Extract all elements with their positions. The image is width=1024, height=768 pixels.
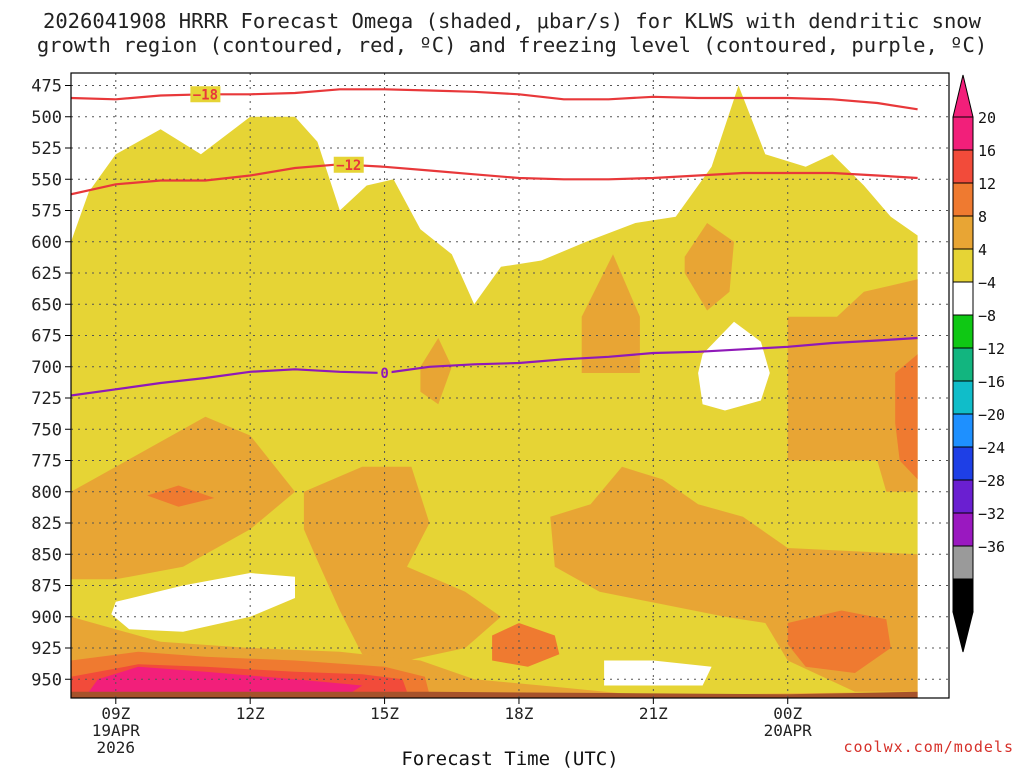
x-tick-label-12: 12Z [236,704,265,723]
isotherm-minus-12-label-bg [333,156,364,173]
y-tick-label-925: 925 [31,639,62,659]
omega-band-gt20-bottom [88,666,363,695]
chart-title-line-1: 2026041908 HRRR Forecast Omega (shaded, … [43,9,981,33]
colorbar-swatch-6 [952,314,974,349]
isotherm-minus-12-label: −12 [336,158,361,174]
colorbar-swatch-7 [952,347,974,382]
colorbar-label-1: 16 [978,142,996,160]
chart-title-line-2: growth region (contoured, red, ºC) and f… [36,33,988,57]
colorbar-swatch-11 [952,479,974,514]
colorbar-label-2: 12 [978,175,996,193]
colorbar-bottom-arrow [952,611,974,653]
ground-strip [71,691,918,698]
colorbar-swatch-0 [952,116,974,151]
site-credit: coolwx.com/models [843,738,1014,756]
y-tick-label-475: 475 [31,77,62,97]
plot-frame [70,72,950,699]
y-tick-label-500: 500 [31,108,62,128]
clear-region-low-left [111,573,295,632]
omega-band-8-12-high-center [581,254,640,373]
colorbar-swatch-3 [952,215,974,250]
colorbar-label-3: 8 [978,208,987,226]
y-tick-label-725: 725 [31,389,62,409]
y-tick-label-850: 850 [31,545,62,565]
colorbar-label-4: 4 [978,241,987,259]
freezing-level-line [71,336,918,397]
colorbar-label-12: −32 [978,505,1005,523]
colorbar-swatch-4 [952,248,974,283]
omega-band-12-16-right-low [787,610,891,673]
colorbar-swatch-1 [952,149,974,184]
y-tick-label-775: 775 [31,452,62,472]
x-tick-label-24: 00Z [773,704,802,723]
y-tick-label-800: 800 [31,483,62,503]
isotherm-minus-12-line [71,163,918,196]
colorbar-label-6: −8 [978,307,996,325]
colorbar-swatch-10 [952,446,974,481]
y-tick-label-700: 700 [31,358,62,378]
x-tick-date-24: 20APR [764,721,813,740]
omega-band-12-16-right [895,354,918,480]
x-tick-year-9: 2026 [97,738,136,757]
colorbar-label-5: −4 [978,274,996,292]
clear-region-low-right [604,660,712,686]
y-tick-label-875: 875 [31,577,62,597]
colorbar-label-0: 20 [978,109,996,127]
colorbar-swatch-14 [952,578,974,613]
colorbar-label-13: −36 [978,538,1005,556]
omega-band-8-12-small [420,338,452,405]
omega-band-8-12-right-edge [787,279,918,492]
omega-band-12-16-mid [492,623,560,667]
x-tick-label-15: 15Z [370,704,399,723]
y-tick-label-675: 675 [31,327,62,347]
y-tick-label-900: 900 [31,608,62,628]
y-tick-label-600: 600 [31,233,62,253]
x-axis-label: Forecast Time (UTC) [401,748,618,768]
colorbar-swatch-9 [952,413,974,448]
y-tick-label-625: 625 [31,264,62,284]
y-tick-label-550: 550 [31,170,62,190]
isotherm-minus-18-label: −18 [193,87,218,103]
y-tick-label-750: 750 [31,420,62,440]
freezing-level-label-bg [377,365,392,381]
omega-band-8-12-center [303,466,501,661]
freezing-level-label: 0 [380,366,388,382]
colorbar-swatch-13 [952,545,974,580]
omega-band-12-16-small [147,485,215,507]
colorbar-swatch-8 [952,380,974,415]
y-tick-label-650: 650 [31,295,62,315]
clear-region-mid-right [698,321,770,411]
x-tick-label-9: 09Z [101,704,130,723]
colorbar-swatch-12 [952,512,974,547]
colorbar-label-8: −16 [978,373,1005,391]
colorbar-label-9: −20 [978,406,1005,424]
colorbar-swatch-2 [952,182,974,217]
omega-band-8-12-high-right [684,223,734,311]
y-tick-label-575: 575 [31,202,62,222]
x-tick-label-21: 21Z [639,704,668,723]
y-tick-label-825: 825 [31,514,62,534]
x-tick-date-9: 19APR [92,721,141,740]
colorbar-label-7: −12 [978,340,1005,358]
y-tick-label-950: 950 [31,670,62,690]
colorbar-label-11: −28 [978,472,1005,490]
isotherm-minus-18-label-bg [190,86,221,103]
colorbar-label-10: −24 [978,439,1005,457]
y-tick-label-525: 525 [31,139,62,159]
colorbar-top-arrow [952,74,974,118]
x-tick-label-18: 18Z [505,704,534,723]
colorbar-swatch-5 [952,281,974,316]
